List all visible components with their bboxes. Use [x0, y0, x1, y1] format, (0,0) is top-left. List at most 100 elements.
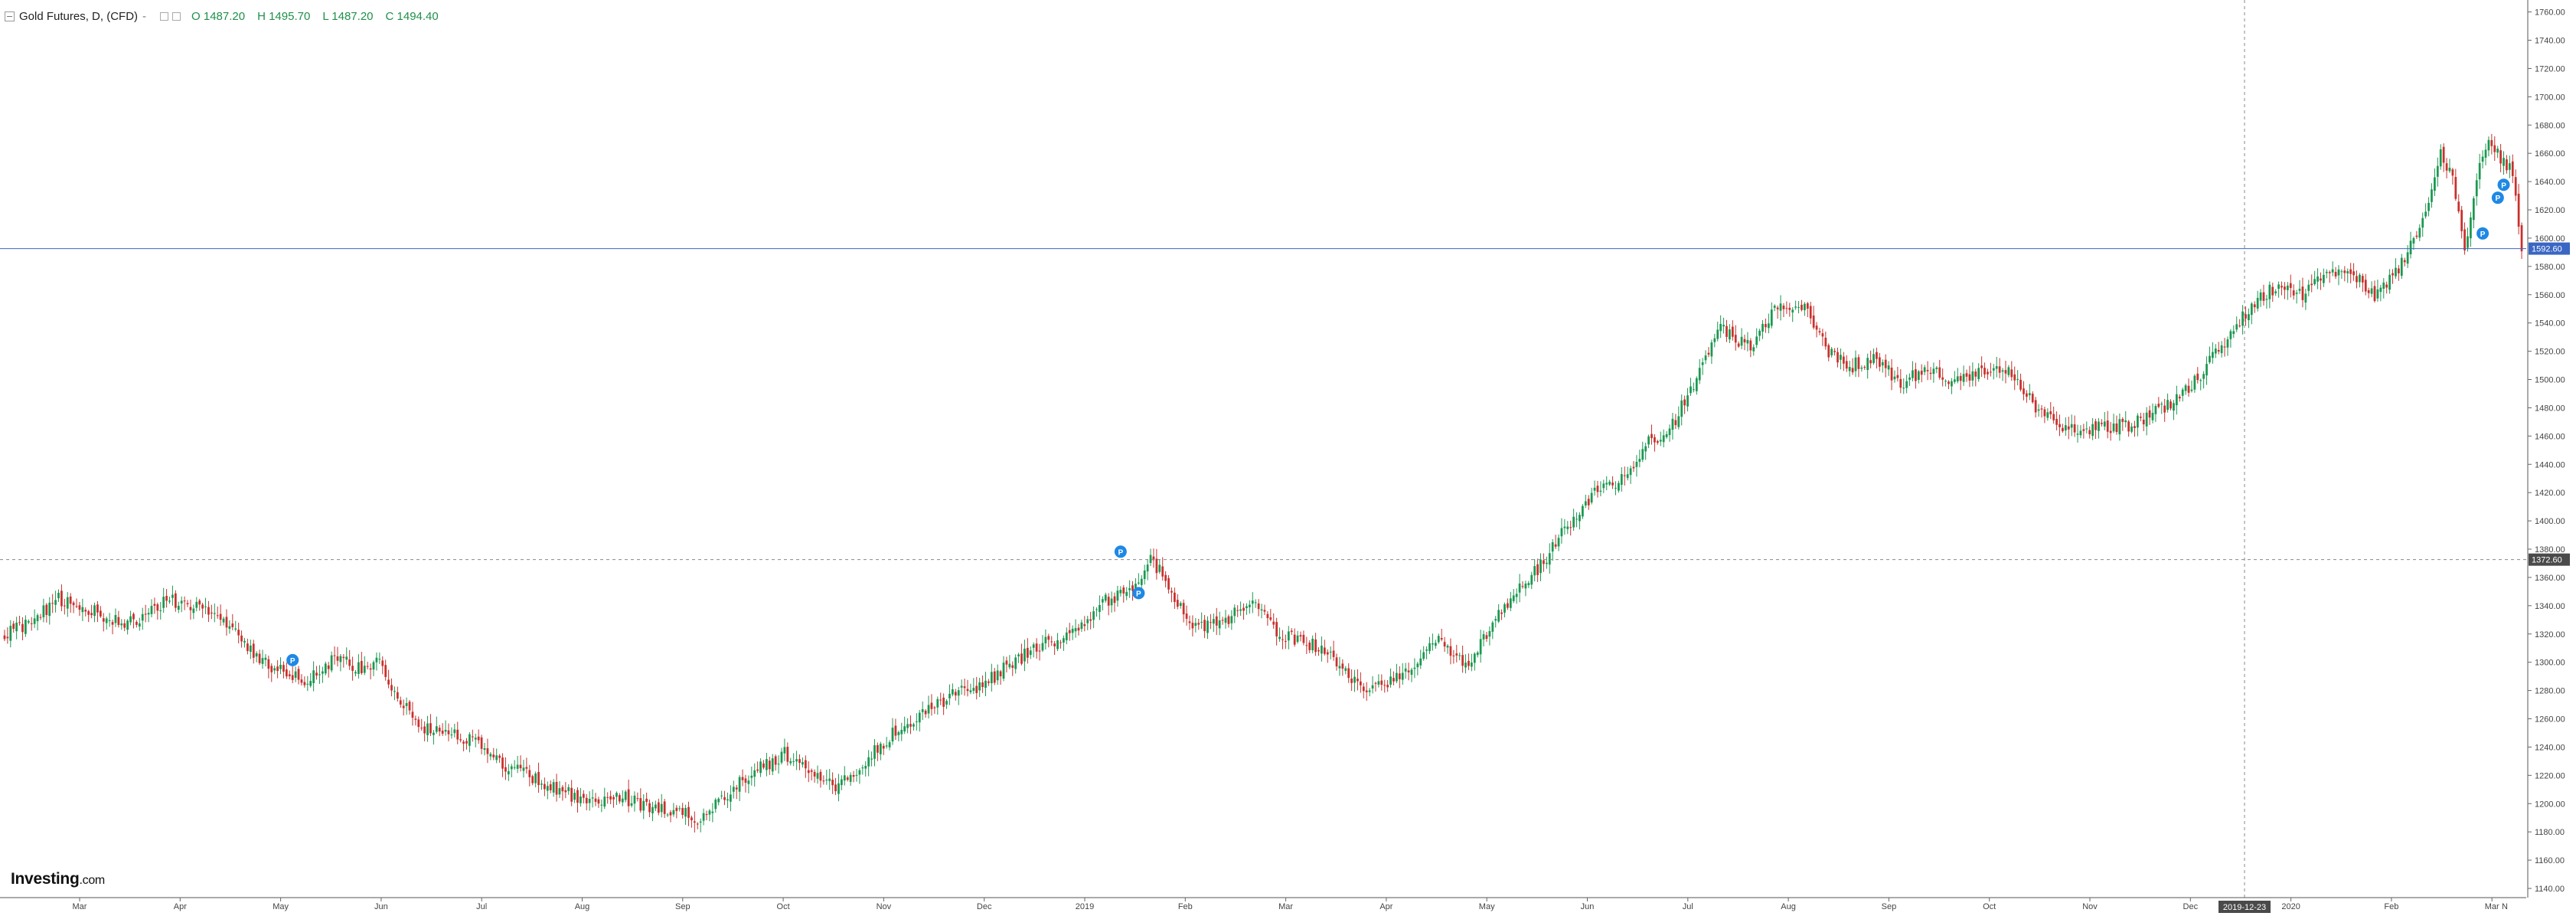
candle[interactable]: [207, 600, 210, 623]
candle-body[interactable]: [528, 770, 531, 777]
candle[interactable]: [999, 669, 1002, 685]
candle[interactable]: [1845, 355, 1848, 372]
candle-body[interactable]: [2067, 426, 2070, 430]
candle-body[interactable]: [1876, 352, 1878, 359]
candle-body[interactable]: [774, 756, 777, 765]
candle[interactable]: [618, 793, 621, 804]
candle-body[interactable]: [417, 719, 420, 728]
candle[interactable]: [1254, 599, 1257, 608]
candle[interactable]: [1176, 594, 1179, 610]
candle-body[interactable]: [297, 669, 300, 680]
candle[interactable]: [1512, 588, 1515, 604]
candle-body[interactable]: [882, 745, 885, 749]
candle-body[interactable]: [153, 604, 156, 606]
candle-body[interactable]: [1275, 622, 1278, 636]
candle-body[interactable]: [174, 593, 177, 608]
candle-body[interactable]: [999, 671, 1002, 677]
candle[interactable]: [1446, 643, 1449, 654]
candle-body[interactable]: [444, 729, 447, 732]
candle-body[interactable]: [1647, 436, 1650, 445]
candle[interactable]: [2284, 282, 2286, 299]
candle-body[interactable]: [2010, 369, 2013, 378]
candle[interactable]: [420, 718, 423, 731]
candle-body[interactable]: [483, 748, 486, 751]
candle[interactable]: [2173, 400, 2175, 420]
candle-body[interactable]: [655, 804, 657, 809]
candle-body[interactable]: [795, 759, 798, 762]
candle-body[interactable]: [1869, 360, 1872, 364]
candle[interactable]: [841, 775, 843, 790]
candle[interactable]: [972, 678, 975, 695]
candle-body[interactable]: [555, 781, 558, 795]
candle[interactable]: [1185, 605, 1188, 626]
candle-body[interactable]: [399, 700, 402, 705]
candle[interactable]: [1230, 610, 1233, 630]
candle-body[interactable]: [231, 623, 234, 627]
candle-body[interactable]: [544, 784, 546, 790]
candle[interactable]: [198, 598, 201, 611]
candle-body[interactable]: [603, 797, 606, 807]
candle-body[interactable]: [2076, 433, 2079, 435]
candle-body[interactable]: [783, 747, 786, 754]
candle[interactable]: [1380, 674, 1383, 691]
candle[interactable]: [45, 603, 48, 623]
candle-body[interactable]: [1629, 468, 1632, 476]
candle-body[interactable]: [2418, 227, 2421, 238]
candle-body[interactable]: [879, 744, 882, 754]
candle[interactable]: [1359, 672, 1362, 693]
candle-body[interactable]: [906, 724, 909, 728]
candle-body[interactable]: [969, 690, 972, 692]
candle[interactable]: [66, 591, 69, 617]
candle[interactable]: [2175, 385, 2178, 415]
candle-body[interactable]: [1857, 357, 1860, 369]
candle-body[interactable]: [1737, 343, 1740, 347]
candle-body[interactable]: [2134, 426, 2136, 428]
candle[interactable]: [153, 597, 156, 614]
candle-body[interactable]: [1002, 662, 1005, 679]
candle[interactable]: [42, 598, 45, 623]
candle[interactable]: [1272, 613, 1275, 629]
candle-body[interactable]: [1210, 622, 1212, 623]
candle-body[interactable]: [1605, 483, 1608, 485]
candle[interactable]: [348, 649, 351, 670]
candle[interactable]: [2313, 270, 2316, 286]
candle[interactable]: [1533, 558, 1536, 581]
candle[interactable]: [576, 787, 579, 813]
candle[interactable]: [1842, 352, 1845, 371]
candle-body[interactable]: [2109, 430, 2112, 433]
candle-body[interactable]: [954, 692, 957, 696]
candle[interactable]: [2493, 136, 2496, 162]
candle[interactable]: [48, 597, 51, 625]
candle-body[interactable]: [2196, 373, 2199, 381]
candle-body[interactable]: [2139, 417, 2142, 418]
candle-body[interactable]: [360, 661, 363, 673]
candle-body[interactable]: [963, 686, 966, 689]
candle-body[interactable]: [276, 666, 279, 672]
candle[interactable]: [1587, 495, 1590, 510]
candle[interactable]: [549, 780, 552, 793]
candle[interactable]: [1056, 633, 1059, 652]
candle-body[interactable]: [642, 800, 645, 811]
candle[interactable]: [1503, 602, 1506, 618]
candle[interactable]: [996, 664, 999, 685]
candle[interactable]: [936, 696, 939, 715]
candle-body[interactable]: [1263, 610, 1266, 612]
candle-body[interactable]: [2514, 177, 2517, 196]
candle-body[interactable]: [318, 674, 321, 676]
candle[interactable]: [2232, 325, 2235, 339]
candle-body[interactable]: [2490, 139, 2493, 146]
candle-body[interactable]: [339, 656, 342, 662]
candle[interactable]: [72, 600, 75, 613]
candle[interactable]: [1878, 352, 1881, 371]
candle[interactable]: [1758, 329, 1761, 342]
candle[interactable]: [2445, 158, 2448, 178]
candle[interactable]: [1161, 557, 1164, 581]
candle-body[interactable]: [186, 603, 189, 604]
candle[interactable]: [813, 769, 816, 783]
candle-body[interactable]: [1905, 381, 1908, 388]
candle[interactable]: [234, 620, 237, 632]
candle-body[interactable]: [1854, 357, 1857, 371]
candle[interactable]: [2415, 231, 2418, 240]
candle-body[interactable]: [63, 605, 66, 607]
candle[interactable]: [345, 647, 348, 665]
